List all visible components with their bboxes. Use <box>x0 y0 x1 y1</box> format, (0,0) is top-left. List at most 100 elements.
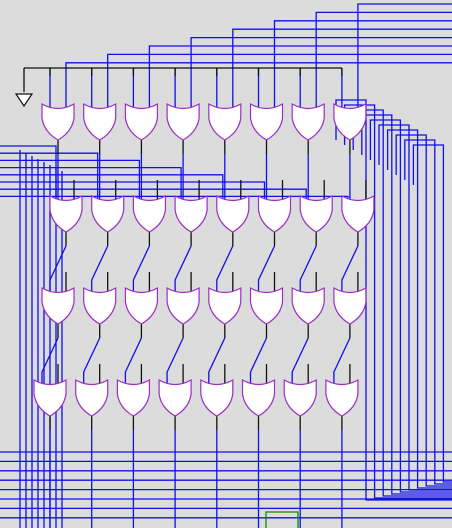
or-gate-icon <box>208 286 242 325</box>
gate-link-wire <box>291 337 309 384</box>
or-gate-body <box>174 194 208 233</box>
or-gate-body <box>166 102 200 141</box>
or-gate-body <box>83 102 117 141</box>
right-bus-wire <box>378 124 452 491</box>
or-gate-icon <box>216 194 250 233</box>
gate-link-wire <box>216 245 234 292</box>
left-bus-wire <box>0 166 182 200</box>
top-bus-wire <box>190 36 452 108</box>
or-gate-icon <box>41 102 75 141</box>
or-gate-icon <box>299 194 333 233</box>
or-gate-body <box>91 194 125 233</box>
gate-connections <box>41 140 367 430</box>
top-bus-wire <box>148 45 452 108</box>
or-gate-body <box>216 194 250 233</box>
gate-link-wire <box>174 245 192 292</box>
or-gate-body <box>49 194 83 233</box>
top-bus-wire <box>107 53 452 108</box>
gate-link-wire <box>166 337 184 384</box>
or-gate-icon <box>124 286 158 325</box>
or-gate-body <box>132 194 166 233</box>
or-gate-icon <box>241 378 276 417</box>
or-gate-body <box>208 286 242 325</box>
right-bus-wire <box>404 139 452 485</box>
or-gate-body <box>283 378 317 417</box>
top-input-bus <box>49 3 452 108</box>
gate-array <box>33 102 375 417</box>
or-gate-icon <box>33 378 67 417</box>
or-gate-body <box>33 378 67 417</box>
right-bus-wire <box>352 109 452 497</box>
gate-link-wire <box>124 337 142 384</box>
top-bus-wire <box>357 3 452 108</box>
or-gate-icon <box>291 286 325 325</box>
or-gate-icon <box>75 378 109 417</box>
or-gate-icon <box>132 194 166 233</box>
or-gate-body <box>257 194 292 233</box>
or-gate-icon <box>166 286 200 325</box>
or-gate-body <box>116 378 150 417</box>
gate-link-wire <box>299 245 317 292</box>
right-bus-wire <box>395 134 452 487</box>
gate-link-wire <box>333 337 351 384</box>
left-bus-wire <box>0 181 266 200</box>
ground-icon <box>14 93 34 108</box>
or-gate-icon <box>158 378 192 417</box>
or-gate-icon <box>333 286 367 325</box>
right-bus-wire <box>386 129 452 489</box>
or-gate-icon <box>257 194 292 233</box>
or-gate-icon <box>283 378 317 417</box>
or-gate-body <box>124 286 158 325</box>
bottom-output-bus <box>0 430 452 528</box>
gate-link-wire <box>208 337 226 384</box>
or-gate-icon <box>166 102 200 141</box>
right-bus-wire <box>412 144 452 483</box>
or-gate-icon <box>200 378 234 417</box>
or-gate-icon <box>341 194 375 233</box>
or-gate-body <box>333 102 367 141</box>
or-gate-icon <box>91 194 125 233</box>
common-ground-line <box>14 67 343 108</box>
or-gate-body <box>291 102 325 141</box>
gate-link-wire <box>83 337 101 384</box>
or-gate-body <box>299 194 333 233</box>
gate-link-wire <box>41 337 59 384</box>
or-gate-body <box>41 286 75 325</box>
gate-link-wire <box>132 245 150 292</box>
right-bus-wire <box>361 114 452 495</box>
left-bus-wire <box>0 145 57 200</box>
or-gate-body <box>208 102 242 141</box>
left-bus-wire <box>0 159 141 200</box>
or-gate-icon <box>83 286 117 325</box>
gate-link-wire <box>49 245 67 292</box>
gate-link-wire <box>341 245 359 292</box>
top-bus-wire <box>65 62 452 108</box>
gate-link-wire <box>249 337 268 384</box>
or-gate-body <box>166 286 200 325</box>
or-gate-icon <box>333 102 367 141</box>
or-gate-icon <box>325 378 359 417</box>
or-gate-body <box>83 286 117 325</box>
or-gate-icon <box>174 194 208 233</box>
left-bus-wire <box>0 174 224 200</box>
or-gate-body <box>41 102 75 141</box>
or-gate-body <box>124 102 158 141</box>
or-gate-body <box>341 194 375 233</box>
or-gate-icon <box>49 194 83 233</box>
or-gate-body <box>200 378 234 417</box>
or-gate-icon <box>116 378 150 417</box>
or-gate-icon <box>83 102 117 141</box>
top-bus-wire <box>232 28 452 108</box>
gate-link-wire <box>257 245 276 292</box>
or-gate-icon <box>291 102 325 141</box>
or-gate-body <box>241 378 276 417</box>
or-gate-body <box>158 378 192 417</box>
or-gate-body <box>249 102 284 141</box>
or-gate-body <box>249 286 284 325</box>
or-gate-icon <box>249 102 284 141</box>
gate-link-wire <box>91 245 109 292</box>
aux-wire <box>265 511 299 528</box>
left-bus-wire <box>0 152 99 200</box>
